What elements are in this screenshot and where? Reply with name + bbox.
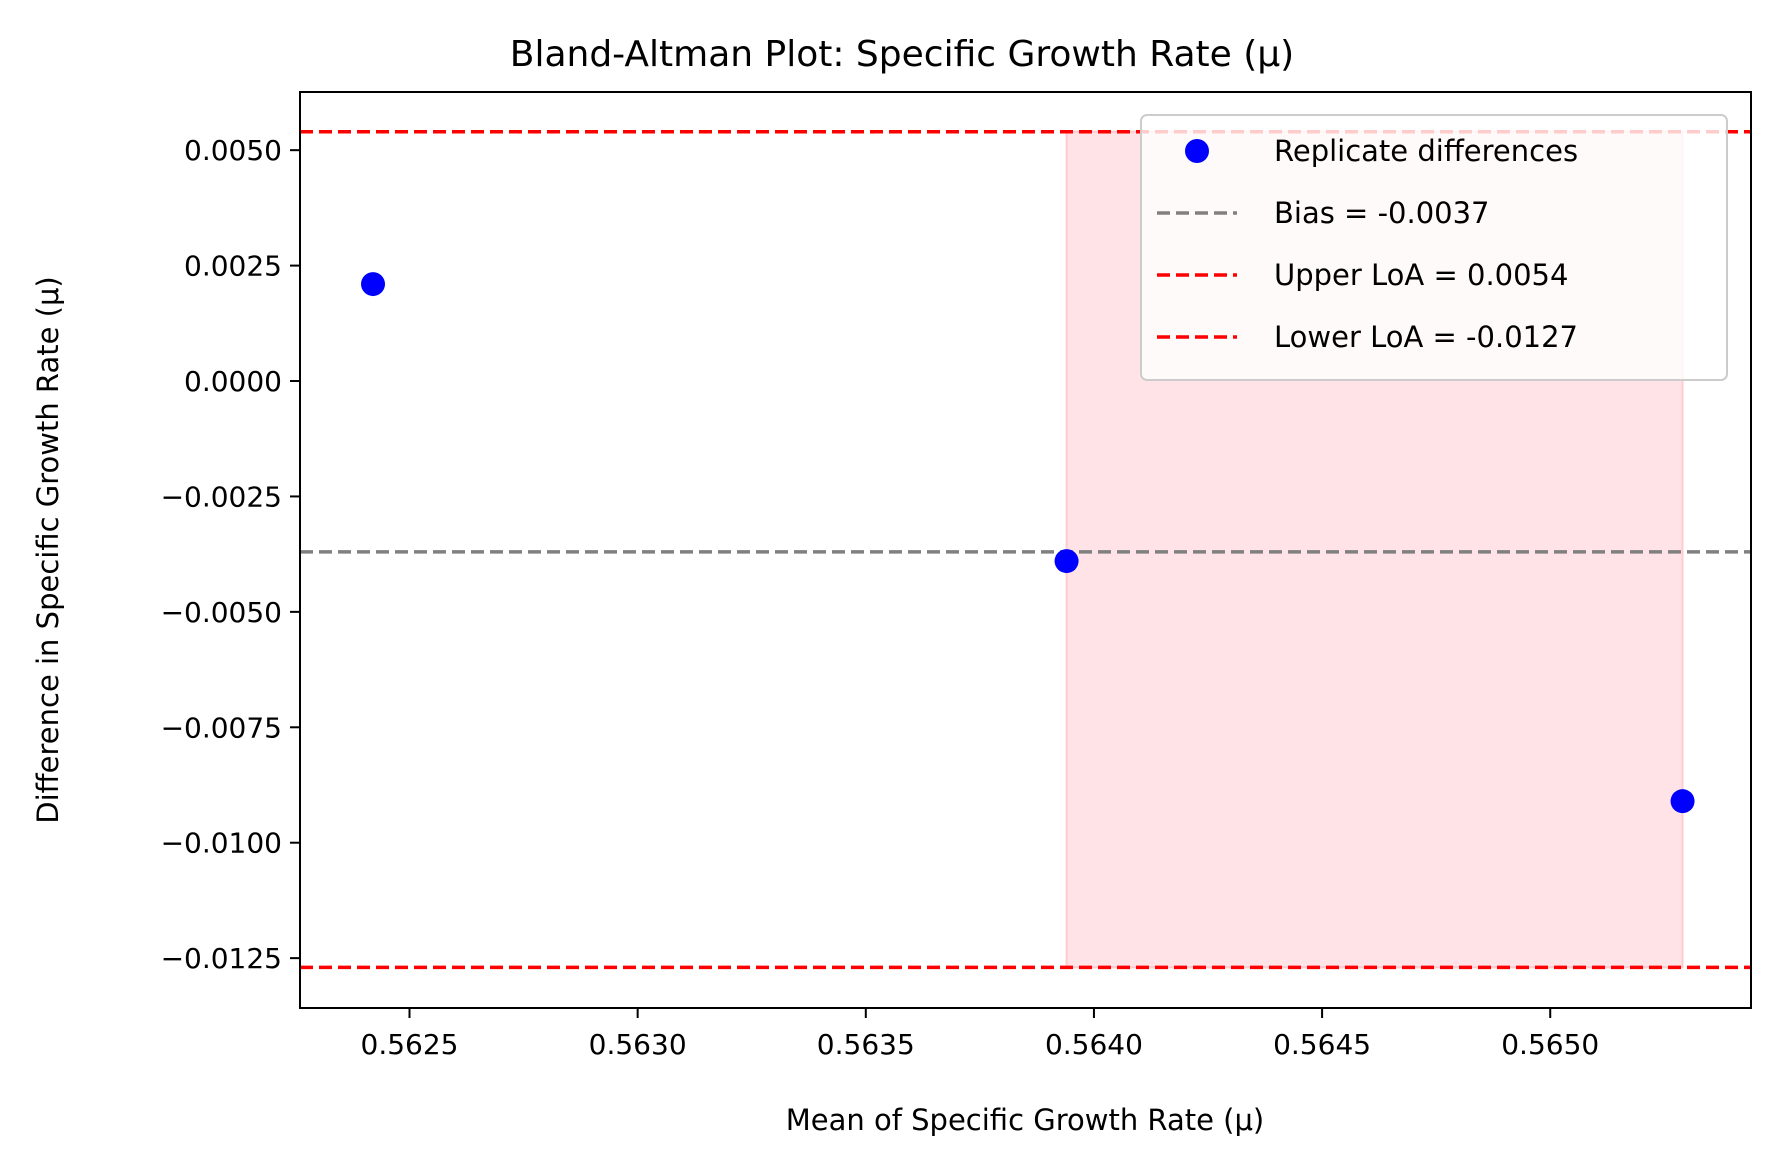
y-tick-label: 0.0000 <box>184 365 282 398</box>
y-tick-label: −0.0125 <box>161 942 282 975</box>
legend-label: Bias = -0.0037 <box>1274 196 1490 230</box>
axes-frame <box>299 91 1752 1009</box>
y-axis-label: Difference in Specific Growth Rate (μ) <box>31 276 65 823</box>
x-tick-label: 0.5630 <box>589 1028 687 1061</box>
legend-box <box>1140 114 1728 381</box>
legend: Replicate differences Bias = -0.0037 Upper… <box>1140 114 1728 381</box>
legend-marker <box>1185 139 1209 163</box>
x-axis-label: Mean of Specific Growth Rate (μ) <box>786 1103 1264 1137</box>
y-tick-label: −0.0100 <box>161 827 282 860</box>
y-tick-label: −0.0075 <box>161 711 282 744</box>
data-point-0-1 <box>1054 549 1079 574</box>
y-tick-label: 0.0050 <box>184 134 282 167</box>
legend-label: Replicate differences <box>1274 134 1578 168</box>
axis-ticks: 0.5625 0.5630 0.5635 0.5640 0.5645 0.5650 0.00… <box>161 134 1600 1061</box>
x-tick-label: 0.5640 <box>1045 1028 1143 1061</box>
chart-title: Bland-Altman Plot: Specific Growth Rate … <box>510 34 1294 75</box>
data-point-0-0 <box>361 272 386 297</box>
x-tick-label: 0.5650 <box>1501 1028 1599 1061</box>
legend-label: Lower LoA = -0.0127 <box>1274 320 1578 354</box>
legend-label: Upper LoA = 0.0054 <box>1274 258 1568 292</box>
x-tick-label: 0.5625 <box>361 1028 459 1061</box>
x-tick-label: 0.5635 <box>817 1028 915 1061</box>
y-tick-label: 0.0025 <box>184 250 282 283</box>
x-tick-label: 0.5645 <box>1273 1028 1371 1061</box>
y-tick-label: −0.0025 <box>161 480 282 513</box>
y-tick-label: −0.0050 <box>161 596 282 629</box>
data-point-0-2 <box>1670 789 1695 814</box>
